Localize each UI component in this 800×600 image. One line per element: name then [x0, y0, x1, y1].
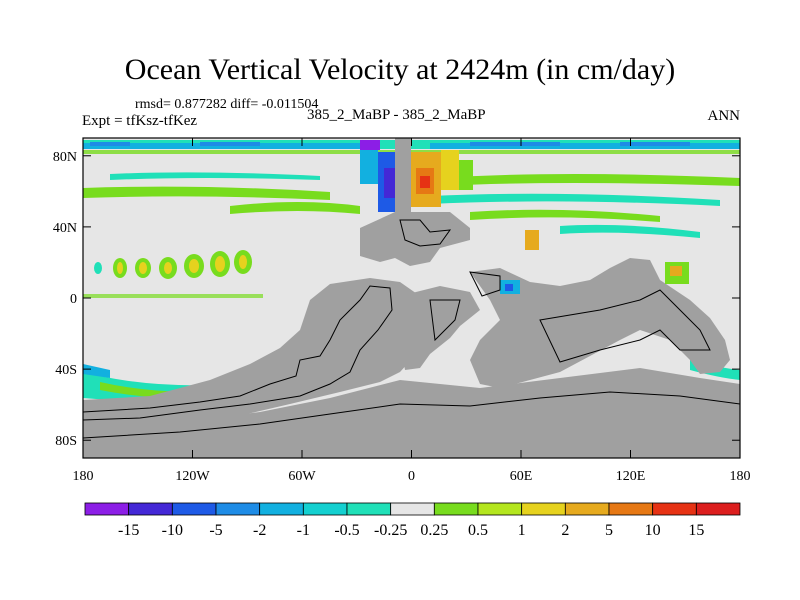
stats-label: rmsd= 0.877282 diff= -0.011504: [135, 97, 319, 112]
colorbar-swatch: [433, 502, 479, 516]
land-meridional-wall: [395, 138, 411, 258]
x-tick-label: 180: [730, 469, 751, 484]
y-tick-label: 40N: [53, 221, 77, 236]
colorbar-swatch: [128, 502, 173, 516]
colorbar-label: 2: [561, 522, 569, 539]
colorbar-swatch: [390, 502, 435, 516]
land-east: [470, 258, 730, 388]
wall-signals: [360, 150, 689, 294]
colorbar: -15 -10 -5 -2 -1 -0.5 -0.25 0.25 0.5 1 2 5 10 15: [84, 502, 741, 539]
colorbar-swatch: [521, 502, 566, 516]
colorbar-label: 10: [645, 522, 661, 539]
x-tick-label: 120E: [616, 469, 646, 484]
y-tick-label: 80N: [53, 150, 77, 165]
colorbar-label: -0.25: [374, 522, 407, 539]
cases-label: 385_2_MaBP - 385_2_MaBP: [307, 107, 486, 123]
land-africa: [400, 286, 480, 370]
x-tick-label: 180: [73, 469, 94, 484]
y-tick-label: 0: [70, 292, 77, 307]
colorbar-label: -1: [297, 522, 310, 539]
colorbar-swatch: [652, 502, 697, 516]
colorbar-label: 0.5: [468, 522, 488, 539]
plot-area: [83, 138, 740, 458]
land-antarctic: [83, 368, 740, 458]
midlat-streaks: [83, 172, 740, 238]
x-tick-label: 0: [408, 469, 415, 484]
colorbar-swatch: [477, 502, 523, 516]
colorbar-swatch: [564, 502, 610, 516]
experiment-label: Expt = tfKsz-tfKez: [82, 113, 198, 129]
colorbar-swatch: [346, 502, 392, 516]
colorbar-label: -0.5: [334, 522, 359, 539]
colorbar-swatch: [608, 502, 654, 516]
colorbar-label: -5: [209, 522, 222, 539]
colorbar-label: 0.25: [420, 522, 448, 539]
y-tick-label: 40S: [55, 363, 77, 378]
colorbar-label: 1: [518, 522, 526, 539]
tropical-blobs: [83, 250, 263, 298]
land-central: [360, 212, 470, 266]
colorbar-label: 15: [688, 522, 704, 539]
colorbar-label: -15: [118, 522, 139, 539]
colorbar-label: -10: [162, 522, 183, 539]
colorbar-swatch: [259, 502, 304, 516]
colorbar-swatch: [171, 502, 217, 516]
colorbar-swatch: [695, 502, 741, 516]
y-axis-ticks: 80N 40N 0 40S 80S: [53, 150, 740, 449]
colorbar-swatch: [84, 502, 130, 516]
chart-title: Ocean Vertical Velocity at 2424m (in cm/…: [124, 53, 676, 86]
colorbar-swatch: [215, 502, 261, 516]
x-tick-label: 60E: [510, 469, 533, 484]
colorbar-label: -2: [253, 522, 266, 539]
y-tick-label: 80S: [55, 434, 77, 449]
colorbar-swatch: [302, 502, 348, 516]
x-axis-ticks: 180 120W 60W 0 60E 120E 180: [73, 138, 751, 484]
season-label: ANN: [707, 108, 741, 124]
x-tick-label: 120W: [175, 469, 210, 484]
x-tick-label: 60W: [288, 469, 316, 484]
colorbar-label: 5: [605, 522, 613, 539]
coastlines: [83, 219, 740, 439]
